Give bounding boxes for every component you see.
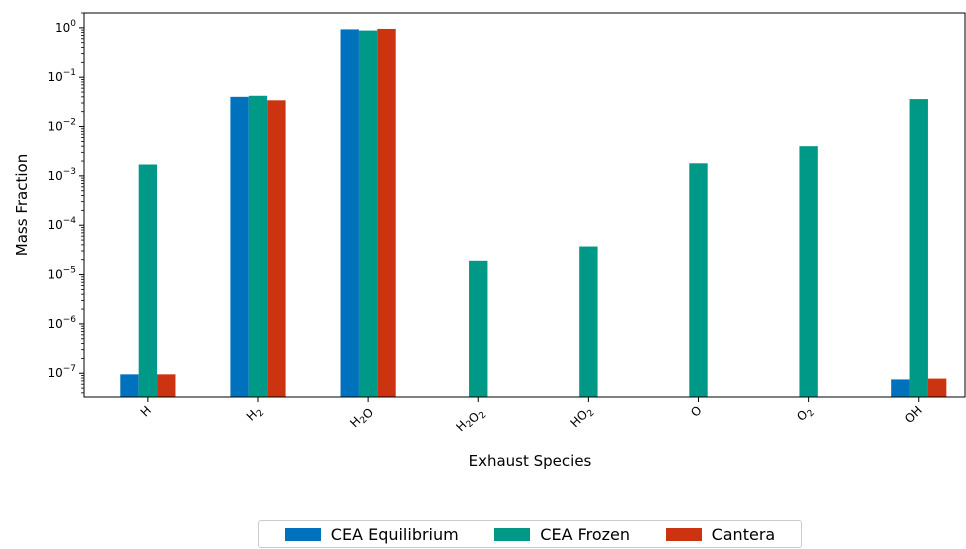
- plot-frame: [83, 12, 966, 398]
- y-tick-label: 10−1: [47, 68, 76, 84]
- bar: [120, 374, 139, 397]
- bar: [358, 30, 378, 398]
- x-tick-label: H: [138, 403, 154, 419]
- legend-item-cantera: Cantera: [665, 524, 776, 544]
- bar: [891, 379, 910, 397]
- x-tick-label: H2O2: [453, 403, 488, 438]
- bar: [689, 163, 708, 397]
- legend-item-cea-frozen: CEA Frozen: [494, 525, 630, 544]
- y-tick-label: 10−2: [47, 118, 76, 134]
- y-tick-label: 10−5: [47, 266, 76, 282]
- bar: [927, 378, 947, 397]
- x-axis-label: Exhaust Species: [469, 452, 592, 470]
- x-tick-label: H2: [244, 403, 266, 425]
- y-tick-label: 100: [55, 19, 76, 35]
- x-tick-label: O: [688, 403, 705, 420]
- y-tick-label: 10−4: [47, 216, 76, 232]
- bar: [579, 246, 598, 397]
- legend-swatch: [665, 527, 702, 541]
- bar: [267, 100, 286, 397]
- bar: [230, 96, 249, 397]
- bar: [469, 260, 488, 397]
- bar: [157, 374, 176, 397]
- x-tick-label: OH: [902, 403, 925, 426]
- y-tick-label: 10−7: [47, 364, 76, 380]
- bars-group: [120, 28, 947, 398]
- x-tick-label: H2O: [347, 403, 376, 432]
- x-tick-label: HO2: [567, 403, 596, 432]
- legend-swatch: [284, 527, 321, 541]
- bar: [248, 95, 268, 397]
- bar: [909, 99, 928, 397]
- y-axis-ticks: 10−7 10−6 10−5 10−4 10−3 10−2 10−1 100: [47, 12, 84, 394]
- y-tick-label: 10−6: [47, 315, 76, 331]
- legend-label: CEA Frozen: [540, 524, 631, 544]
- x-axis-ticks: H H2 H2O H2O2 HO2 O O2 OH: [138, 397, 925, 438]
- legend: CEA Equilibrium CEA Frozen Cantera: [258, 520, 802, 548]
- bar: [340, 29, 359, 397]
- bar: [377, 28, 396, 397]
- bar: [138, 164, 158, 397]
- legend-swatch: [494, 527, 531, 541]
- legend-label: CEA Equilibrium: [330, 524, 459, 544]
- y-axis-label: Mass Fraction: [13, 154, 31, 256]
- x-tick-label: O2: [794, 403, 817, 426]
- legend-label: Cantera: [711, 524, 776, 544]
- bar: [799, 146, 818, 397]
- y-tick-label: 10−3: [47, 167, 76, 183]
- legend-item-cea-equilibrium: CEA Equilibrium: [284, 524, 459, 544]
